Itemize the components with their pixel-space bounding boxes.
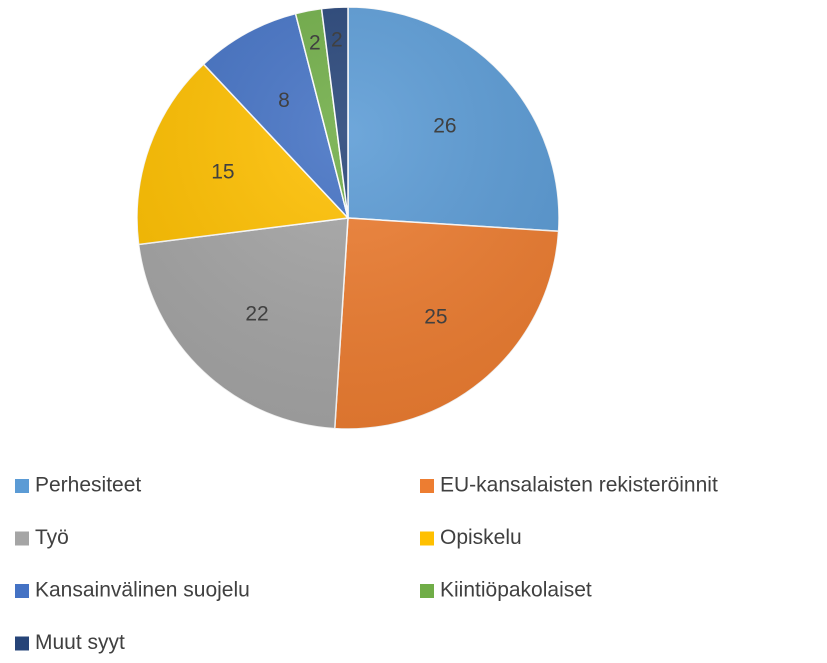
legend-label: Muut syyt <box>35 631 125 654</box>
legend-swatch <box>420 584 434 598</box>
legend-label: EU-kansalaisten rekisteröinnit <box>440 474 718 497</box>
data-label: 15 <box>211 161 234 184</box>
legend-label: Opiskelu <box>440 526 522 549</box>
legend-label: Kiintiöpakolaiset <box>440 579 592 602</box>
legend-label: Kansainvälinen suojelu <box>35 579 250 602</box>
data-label: 26 <box>433 115 456 138</box>
legend-swatch <box>420 531 434 546</box>
data-label: 2 <box>331 29 343 52</box>
data-label: 25 <box>424 305 447 328</box>
pie-slice <box>137 217 349 430</box>
legend-swatch <box>15 479 29 493</box>
legend-swatch <box>15 584 29 598</box>
legend-label: Työ <box>35 526 69 549</box>
data-label: 2 <box>309 31 321 54</box>
legend-label: Perhesiteet <box>35 474 141 497</box>
legend-swatch <box>15 636 29 651</box>
data-label: 22 <box>245 302 268 325</box>
legend-swatch <box>420 479 434 493</box>
legend-swatch <box>15 531 29 546</box>
data-label: 8 <box>278 89 290 112</box>
